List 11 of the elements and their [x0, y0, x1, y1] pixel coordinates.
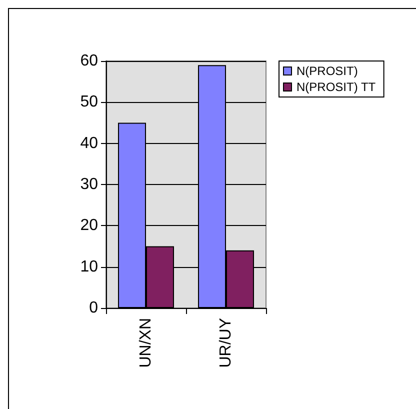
y-tick-label: 20 — [80, 217, 98, 234]
y-tick-label: 40 — [80, 134, 98, 152]
legend-label: N(PROSIT) — [296, 64, 358, 78]
y-tick-label: 50 — [80, 94, 98, 111]
y-tick-label: 10 — [80, 258, 98, 276]
y-tick-label: 0 — [89, 300, 98, 316]
y-tick-label: 30 — [80, 176, 98, 193]
legend-label: N(PROSIT) TT — [296, 80, 376, 94]
x-tick-label: UN/XN — [138, 318, 154, 368]
y-tick-label: 60 — [80, 52, 98, 70]
x-tick-label: UR/UY — [218, 318, 234, 368]
